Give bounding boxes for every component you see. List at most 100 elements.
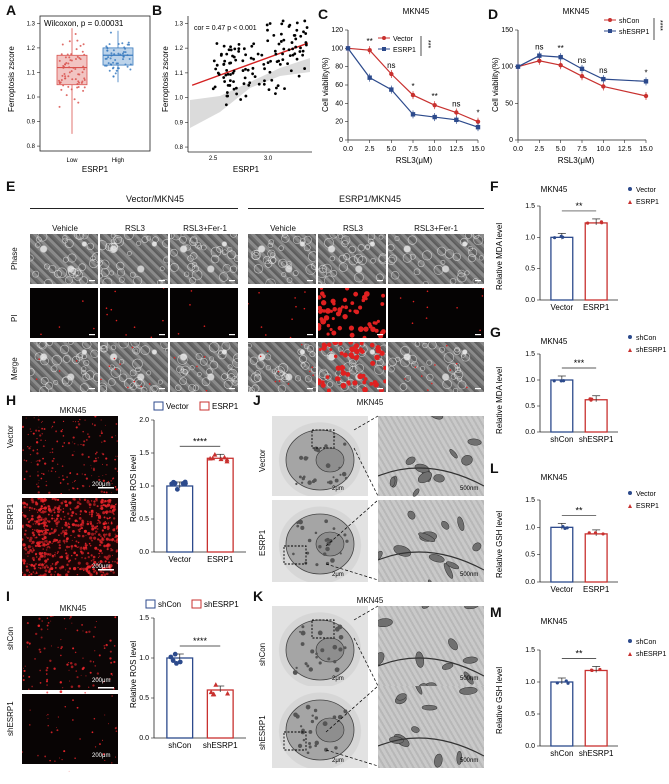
- panel-e-pi-dot: [311, 366, 314, 369]
- panel-k-zoom-lines: [353, 605, 379, 687]
- panel-a-point: [69, 59, 72, 62]
- panel-e-cell: [85, 370, 95, 380]
- ros-signal: [51, 554, 54, 557]
- organelle: [310, 649, 315, 654]
- ros-signal: [92, 684, 95, 687]
- ros-signal: [95, 451, 98, 454]
- panel-e-cell: [222, 264, 231, 273]
- panel-c-point: [389, 71, 394, 77]
- panel-b-point: [235, 92, 239, 96]
- ros-signal: [108, 498, 112, 502]
- panel-e-cell: [354, 272, 364, 283]
- ros-signal: [107, 481, 110, 484]
- panel-b-point: [277, 59, 281, 63]
- ros-signal: [39, 500, 42, 503]
- panel-e-pi-dot: [329, 347, 333, 352]
- panel-e-cell: [394, 236, 400, 242]
- ros-signal: [51, 563, 54, 565]
- panel-e-cell: [100, 345, 109, 353]
- panel-e-cell: [355, 363, 364, 373]
- panel-e-cell: [209, 360, 219, 370]
- ros-signal: [86, 565, 90, 569]
- panel-e-pi-dot: [358, 305, 363, 310]
- panel-c-point: [475, 124, 481, 130]
- panel-e-cell: [254, 370, 261, 377]
- panel-e-cell: [453, 348, 461, 356]
- zoom-box: [283, 731, 307, 751]
- panel-f-title: MKN45: [541, 185, 568, 194]
- panel-e-pi-dot: [340, 382, 347, 389]
- ros-signal: [108, 534, 111, 537]
- panel-e-cell: [437, 246, 447, 256]
- panel-e-cell: [159, 266, 165, 272]
- panel-c-xtick-label: 15.0: [471, 146, 485, 153]
- panel-e-cell: [26, 367, 35, 377]
- panel-b-point: [281, 52, 284, 56]
- ros-signal: [38, 429, 40, 432]
- panel-l-xtick-label: Vector: [550, 585, 573, 594]
- panel-b-point: [262, 62, 266, 66]
- ros-signal: [31, 500, 35, 504]
- panel-e-pi-dot: [363, 291, 370, 297]
- ros-signal: [67, 512, 70, 515]
- panel-e-cell: [365, 245, 370, 250]
- ros-signal: [45, 673, 48, 675]
- panel-c-xtick-label: 7.5: [408, 146, 418, 153]
- panel-e-pi-dot: [162, 319, 164, 322]
- ros-signal: [84, 542, 87, 545]
- panel-i-scale-1: 200μm: [92, 678, 111, 684]
- panel-g-ytick-label: 0.5: [525, 403, 535, 410]
- panel-e-cell: [99, 259, 110, 270]
- ros-signal: [75, 426, 78, 429]
- ros-signal: [56, 573, 60, 576]
- ros-signal: [24, 548, 28, 551]
- panel-e-cell: [473, 235, 484, 246]
- panel-j-tem-zoom: [373, 500, 485, 597]
- ros-signal: [54, 554, 56, 556]
- ros-signal: [36, 452, 39, 455]
- panel-l-bar: [584, 533, 608, 583]
- panel-e-cell: [433, 264, 444, 275]
- panel-e-col-1: Vehicle: [52, 224, 78, 233]
- panel-e-micrograph: [315, 286, 386, 340]
- panel-b-point: [268, 22, 272, 25]
- panel-a-point: [67, 75, 70, 78]
- panel-e-row-phase: Phase: [10, 247, 19, 270]
- ros-signal: [30, 461, 32, 463]
- panel-e-cell: [232, 358, 242, 368]
- panel-e-pi-dot: [319, 286, 324, 290]
- panel-a-point: [124, 47, 127, 50]
- ros-signal: [79, 510, 83, 513]
- panel-e-cell: [130, 337, 140, 348]
- panel-e-cell: [116, 268, 126, 277]
- panel-e-cell: [262, 256, 271, 265]
- panel-a-point: [124, 63, 127, 66]
- panel-e-cell: [278, 363, 289, 374]
- panel-d-xtick-label: 5.0: [556, 146, 566, 153]
- panel-b-point: [241, 59, 245, 63]
- panel-e-pi-dot: [173, 356, 176, 359]
- ros-signal: [61, 530, 66, 534]
- organelle: [322, 552, 327, 556]
- panel-b-point: [283, 87, 286, 91]
- ros-signal: [111, 478, 114, 480]
- panel-f-legend-1: Vector: [636, 187, 657, 194]
- ros-signal: [59, 690, 63, 694]
- ros-signal: [58, 506, 60, 509]
- panel-e-cell: [110, 233, 116, 239]
- panel-b-point: [280, 22, 284, 26]
- organelle: [317, 630, 323, 636]
- ros-signal: [84, 549, 86, 551]
- ros-signal: [37, 460, 39, 462]
- panel-e-micrograph: [26, 230, 103, 288]
- ros-signal: [89, 660, 92, 663]
- panel-i-image-shcon: [22, 614, 118, 694]
- ros-signal: [110, 547, 112, 550]
- ros-signal: [87, 532, 89, 534]
- panel-e-cell: [179, 377, 188, 385]
- ros-signal: [108, 480, 110, 482]
- ros-signal: [89, 671, 92, 674]
- ros-signal: [23, 514, 27, 518]
- ros-signal: [42, 567, 44, 569]
